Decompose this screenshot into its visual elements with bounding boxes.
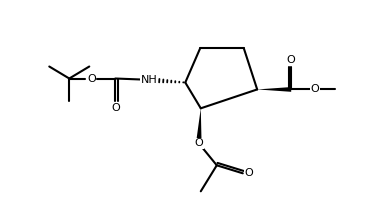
Polygon shape xyxy=(257,87,291,92)
Text: NH: NH xyxy=(141,75,158,84)
Text: O: O xyxy=(287,55,296,66)
Text: O: O xyxy=(311,84,319,94)
Text: O: O xyxy=(87,74,96,83)
Text: O: O xyxy=(194,138,203,148)
Text: O: O xyxy=(245,168,253,178)
Polygon shape xyxy=(196,108,201,143)
Text: O: O xyxy=(111,103,120,112)
